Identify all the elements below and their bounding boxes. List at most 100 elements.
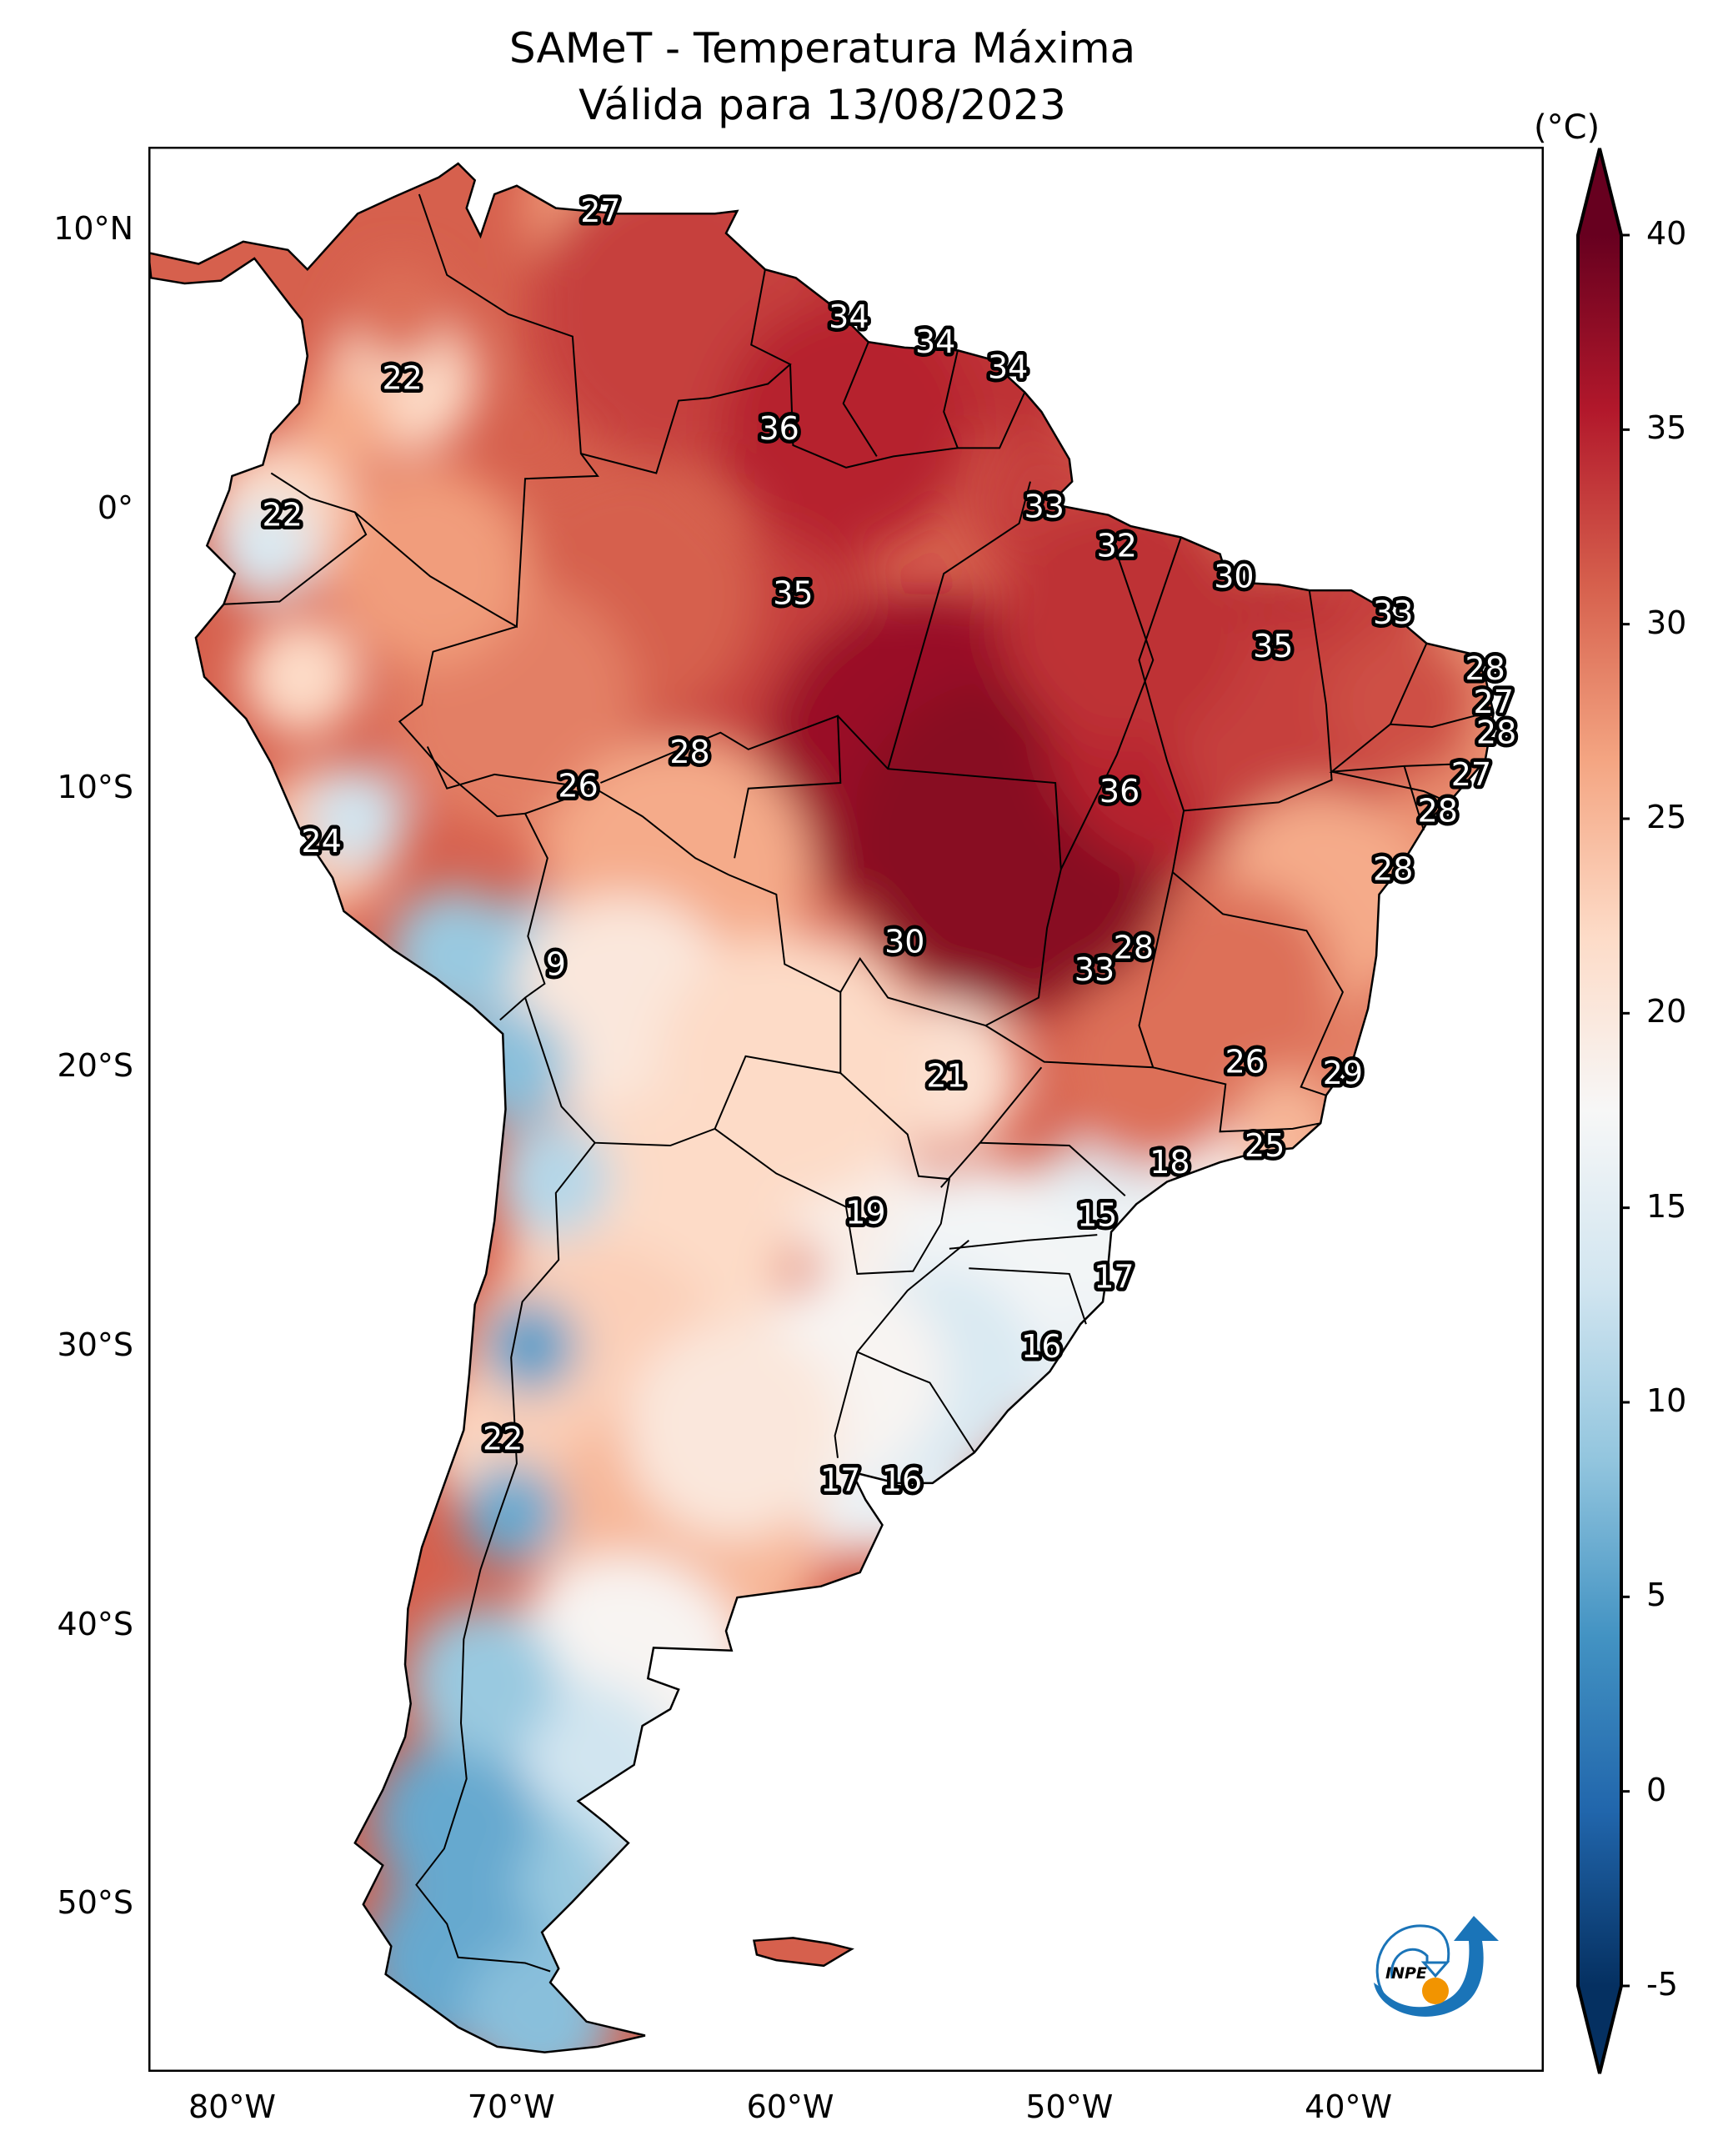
heat-blob — [243, 618, 361, 735]
colorbar-tick-label: 35 — [1646, 409, 1687, 447]
frame-border — [148, 147, 1544, 2072]
border-line — [1329, 723, 1477, 773]
temperature-label: 22 — [483, 1420, 523, 1457]
temperature-label: 36 — [1099, 773, 1139, 810]
lon-tick-label: 60°W — [746, 2088, 834, 2125]
map-frame: 27 22 34 34 34 36 22 33 35 32 30 33 35 28 27 28 27 28 28 28… — [148, 147, 1544, 2072]
temperature-label: 28 — [1465, 650, 1505, 687]
border-line — [1331, 770, 1450, 804]
temperature-label: 28 — [1114, 929, 1154, 965]
political-borders — [223, 193, 1485, 1973]
heat-blob — [999, 495, 1250, 746]
lat-tick-label: 30°S — [57, 1326, 133, 1363]
colorbar-tick-label: 0 — [1646, 1771, 1667, 1808]
heat-blob — [461, 1463, 562, 1564]
temperature-label: 34 — [988, 348, 1028, 385]
temperature-label: 17 — [820, 1462, 860, 1499]
colorbar-tick-label: 40 — [1646, 215, 1687, 252]
heat-blob — [494, 1121, 612, 1238]
border-line — [837, 715, 1062, 870]
chart-subtitle: Válida para 13/08/2023 — [579, 81, 1066, 129]
temperature-label: 35 — [773, 574, 813, 611]
colorbar — [1576, 148, 1630, 2074]
heat-blob — [308, 766, 408, 867]
temperature-label: 33 — [1024, 489, 1064, 525]
heat-blob — [372, 1737, 539, 1904]
border-line — [979, 1141, 1126, 1196]
colorbar-tick-label: 20 — [1646, 993, 1687, 1030]
border-line — [398, 625, 548, 1021]
lat-tick-label: 20°S — [57, 1047, 133, 1085]
heat-blob — [1329, 629, 1480, 780]
lat-tick-label: 10°S — [57, 768, 133, 805]
colorbar-ticks — [1621, 233, 1630, 1988]
colorbar-tick-label: 5 — [1646, 1577, 1667, 1614]
border-line — [949, 1234, 1098, 1250]
temperature-label: 16 — [1021, 1328, 1061, 1365]
inpe-logo-icon: INPE — [1374, 1916, 1499, 2017]
heat-blob — [215, 501, 316, 602]
border-line — [415, 1142, 596, 1973]
temperature-label: 28 — [669, 734, 709, 770]
heat-blob — [408, 1606, 558, 1757]
temperature-label: 35 — [1253, 628, 1293, 664]
temperature-label: 28 — [1418, 792, 1458, 829]
lon-tick-label: 40°W — [1305, 2088, 1393, 2125]
temperature-label: 33 — [1074, 951, 1114, 988]
temperature-label: 22 — [382, 360, 422, 397]
temperature-label: 36 — [759, 410, 799, 447]
heat-blob — [293, 375, 394, 476]
temperature-label: 34 — [915, 323, 955, 360]
border-line — [714, 1072, 951, 1275]
temperature-label: 9 — [546, 945, 566, 982]
heat-blob — [327, 464, 528, 665]
temperature-label: 28 — [1476, 714, 1516, 751]
chart-title: SAMeT - Temperatura Máxima — [508, 24, 1136, 73]
border-line — [1059, 537, 1155, 870]
lat-tick-label: 40°S — [57, 1605, 133, 1642]
temperature-label: 27 — [1451, 756, 1491, 793]
temperature-label: 16 — [882, 1462, 922, 1499]
temperature-label: 18 — [1150, 1144, 1190, 1181]
heat-blob — [484, 1300, 577, 1392]
temperature-label: 28 — [1373, 851, 1413, 888]
lon-tick-label: 70°W — [467, 2088, 555, 2125]
lon-tick-label: 50°W — [1025, 2088, 1114, 2125]
colorbar-tick-label: 10 — [1646, 1382, 1687, 1419]
temperature-label: 26 — [558, 767, 598, 804]
lon-tick-label: 80°W — [188, 2088, 276, 2125]
coastline — [148, 162, 1495, 2053]
heat-blob — [626, 1321, 844, 1539]
temperature-label: 30 — [884, 924, 924, 960]
heat-blob — [388, 889, 523, 1023]
colorbar-tick-label: 25 — [1646, 799, 1687, 835]
temperature-label: 21 — [926, 1057, 966, 1094]
colorbar-tick-label: 15 — [1646, 1187, 1687, 1225]
heat-blob — [349, 263, 450, 364]
lat-tick-label: 10°N — [53, 210, 133, 248]
border-line — [856, 1351, 975, 1453]
temperature-label: 25 — [1245, 1127, 1285, 1164]
border-line — [1153, 1066, 1321, 1133]
border-line — [943, 350, 959, 449]
heat-blob — [721, 300, 971, 551]
border-line — [789, 364, 1026, 469]
temperature-label: 27 — [1474, 684, 1514, 720]
border-line — [223, 511, 368, 605]
temperature-label: 19 — [845, 1194, 885, 1231]
border-line — [1184, 589, 1333, 812]
heat-blob — [453, 1009, 570, 1126]
temperature-label: 24 — [301, 823, 341, 860]
temperature-label: 26 — [1225, 1044, 1265, 1081]
border-line — [1389, 643, 1485, 729]
lat-tick-label: 0° — [97, 489, 133, 527]
temperature-label: 27 — [580, 193, 620, 229]
colorbar-gradient — [1576, 148, 1623, 2074]
border-line — [1138, 537, 1185, 937]
temperature-label: 29 — [1323, 1055, 1363, 1091]
border-line — [1403, 765, 1425, 831]
temperature-label: 22 — [263, 497, 303, 534]
colorbar-unit: (°C) — [1534, 108, 1600, 147]
temperature-label: 30 — [1214, 558, 1254, 594]
